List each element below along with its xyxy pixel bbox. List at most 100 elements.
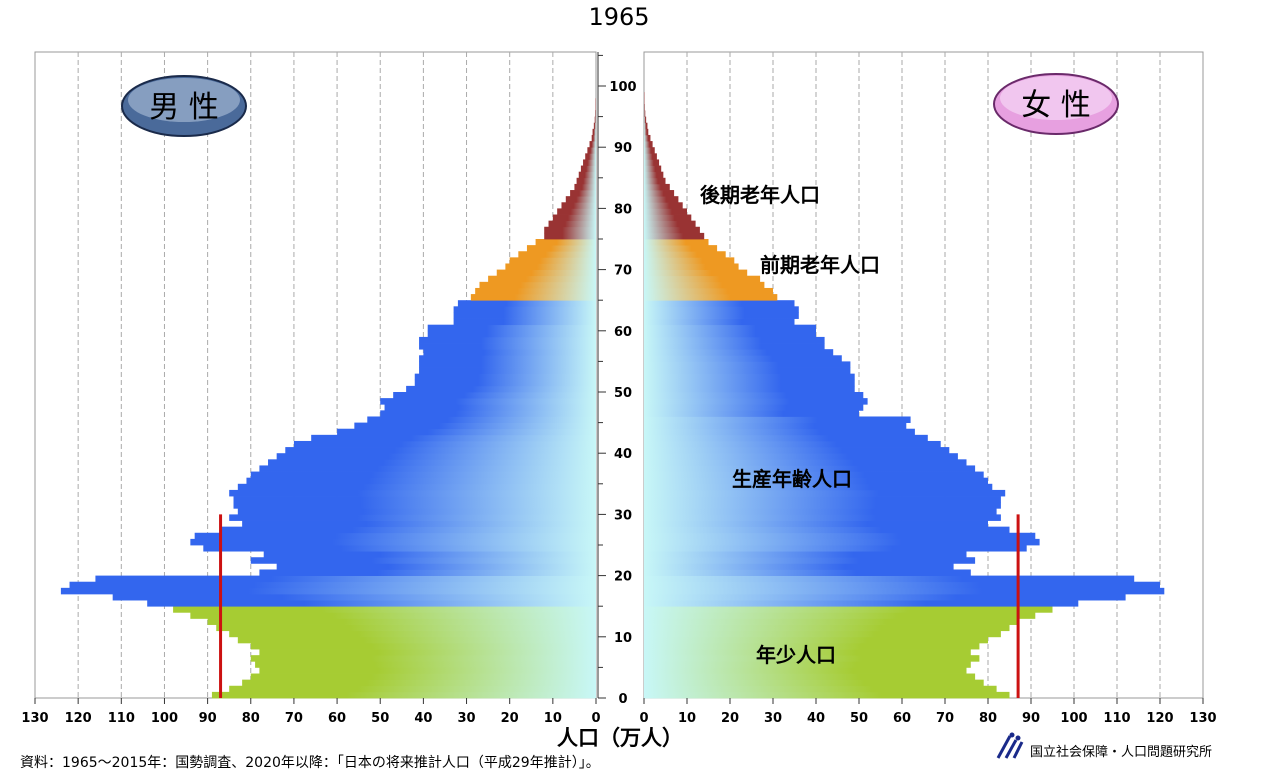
male-bar xyxy=(242,679,596,687)
male-bar xyxy=(419,361,596,368)
x-tick-label-male: 70 xyxy=(285,711,303,726)
female-bar xyxy=(644,134,651,142)
female-bar xyxy=(644,489,1006,497)
x-tick-label-male: 30 xyxy=(457,711,475,726)
female-badge: 女 性 xyxy=(993,73,1119,135)
male-bar xyxy=(173,606,597,613)
female-bar xyxy=(644,587,1165,595)
group-label-working-age: 生産年齢人口 xyxy=(732,467,852,491)
male-bar xyxy=(190,612,596,619)
female-bar xyxy=(644,655,980,662)
chart-title: 1965 xyxy=(588,3,649,31)
male-bar xyxy=(259,569,596,576)
male-bar xyxy=(592,128,596,136)
male-bar xyxy=(194,532,596,540)
male-bar xyxy=(419,336,596,344)
female-bar xyxy=(644,208,687,215)
female-bar xyxy=(644,685,997,693)
age-tick-label: 100 xyxy=(609,80,636,95)
male-bar xyxy=(380,410,596,417)
male-bar xyxy=(593,122,596,130)
male-bar xyxy=(242,520,596,528)
male-bar xyxy=(453,318,596,326)
male-bar xyxy=(237,636,597,644)
female-bar xyxy=(644,593,1126,601)
male-bar xyxy=(419,355,596,362)
age-tick-label: 30 xyxy=(614,508,632,523)
x-tick-label-male: 40 xyxy=(414,711,432,726)
female-bar xyxy=(644,392,864,399)
female-bar xyxy=(644,263,739,270)
age-tick-label: 90 xyxy=(614,141,632,156)
female-bar xyxy=(644,190,675,197)
age-tick-label: 10 xyxy=(614,631,632,646)
female-bar xyxy=(644,343,825,350)
x-tick-label-female: 10 xyxy=(678,711,696,726)
female-bar xyxy=(644,361,851,368)
female-bar xyxy=(644,202,683,209)
female-bar xyxy=(644,410,859,417)
male-bar xyxy=(354,422,596,430)
female-bar xyxy=(644,398,868,405)
x-tick-label-female: 100 xyxy=(1060,711,1087,726)
female-bar xyxy=(644,165,662,173)
female-bar xyxy=(644,496,1001,503)
female-bar xyxy=(644,318,795,326)
age-tick-label: 0 xyxy=(618,692,627,707)
male-bar xyxy=(285,447,596,454)
female-bar xyxy=(644,532,1036,540)
x-tick-label-male: 0 xyxy=(591,711,600,726)
female-label: 女 性 xyxy=(1021,88,1091,123)
female-bar xyxy=(644,483,993,491)
female-bar xyxy=(644,606,1053,613)
male-bar xyxy=(367,416,596,423)
male-bar xyxy=(69,581,597,589)
male-bar xyxy=(552,214,596,222)
male-bar xyxy=(95,575,597,583)
male-bar xyxy=(414,373,596,381)
male-bar xyxy=(259,465,596,472)
male-bar xyxy=(453,306,596,313)
female-bar xyxy=(644,330,816,338)
male-bar xyxy=(250,471,596,479)
age-axis-ticks: 0 10 20 30 40 50 60 70 80 90 100 xyxy=(597,52,637,707)
female-bar xyxy=(644,453,958,460)
male-bar xyxy=(544,226,596,234)
org-logo-icon xyxy=(996,732,1024,759)
female-bar xyxy=(644,385,855,393)
x-tick-label-male: 90 xyxy=(199,711,217,726)
female-bar xyxy=(644,367,851,375)
x-tick-label-female: 30 xyxy=(764,711,782,726)
male-bar xyxy=(470,294,596,301)
male-bar xyxy=(203,545,597,552)
female-bar xyxy=(644,630,1001,638)
age-tick-label: 60 xyxy=(614,325,632,340)
bars-layer xyxy=(60,92,1165,699)
female-bar xyxy=(644,287,773,295)
female-bar xyxy=(644,624,1010,632)
male-bar xyxy=(237,483,597,491)
male-bar xyxy=(526,245,596,252)
female-bar xyxy=(644,239,709,246)
male-bar xyxy=(250,655,596,662)
male-bar xyxy=(216,624,596,632)
org-name: 国立社会保障・人口問題研究所 xyxy=(1030,744,1212,760)
male-bar xyxy=(112,593,596,601)
female-bar xyxy=(644,226,700,234)
female-bar xyxy=(644,649,971,656)
age-tick-label: 70 xyxy=(614,264,632,279)
male-bar xyxy=(60,587,596,595)
male-bar xyxy=(268,459,596,466)
female-bar xyxy=(644,336,825,344)
male-bar xyxy=(427,324,596,332)
female-bar xyxy=(644,471,984,479)
org-logo: 国立社会保障・人口問題研究所 xyxy=(996,732,1212,760)
x-tick-label-male: 20 xyxy=(501,711,519,726)
reference-lines xyxy=(219,514,1020,698)
male-bar xyxy=(594,116,596,124)
male-bar xyxy=(229,514,596,521)
x-tick-label-female: 20 xyxy=(721,711,739,726)
male-bar xyxy=(250,557,596,564)
age-tick-label: 50 xyxy=(614,386,632,401)
